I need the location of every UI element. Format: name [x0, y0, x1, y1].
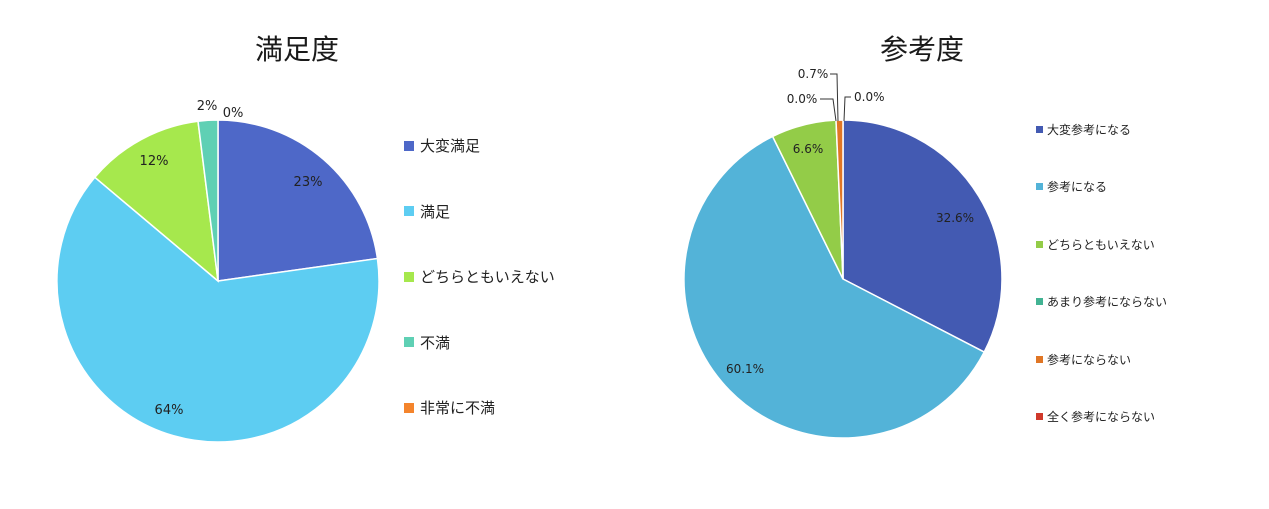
- data-label: 0.0%: [787, 92, 818, 106]
- chart-title: 参考度: [880, 33, 965, 66]
- data-label: 0.0%: [854, 90, 885, 104]
- pie-slice: [683, 135, 986, 439]
- legend-label: 大変満足: [420, 137, 481, 155]
- legend-item: 非常に不満: [404, 397, 495, 418]
- legend-swatch: [404, 402, 414, 413]
- legend-swatch: [1036, 298, 1043, 306]
- legend-item: 参考になる: [1036, 178, 1107, 195]
- legend-label: 満足: [420, 202, 451, 221]
- data-label: 6.6%: [793, 142, 824, 156]
- legend-swatch: [404, 337, 414, 347]
- pie-slice: [842, 119, 1003, 354]
- data-label: 0%: [223, 106, 244, 121]
- legend-label: どちらともいえない: [1047, 237, 1155, 252]
- legend-item: 満足: [404, 201, 450, 222]
- legend-item: どちらともいえない: [1036, 236, 1155, 253]
- legend-label: 全く参考にならない: [1047, 410, 1156, 424]
- legend-swatch: [404, 271, 414, 282]
- legend-item: 大変満足: [404, 135, 480, 156]
- legend-label: 大変参考になる: [1047, 123, 1132, 137]
- legend-swatch: [404, 140, 414, 151]
- legend-label: 参考にならない: [1047, 352, 1132, 367]
- legend-label: 参考になる: [1047, 180, 1108, 195]
- legend-item: 不満: [404, 332, 450, 353]
- satisfaction-chart: 満足度 23% 64% 12% 2% 0% 大変満足満足どちらともいえない 不満非常に不満: [56, 33, 555, 443]
- legend-swatch: [1036, 126, 1043, 133]
- pie-slice: [217, 119, 379, 282]
- data-label: 64%: [155, 403, 184, 418]
- legend-item: あまり参考にならない: [1036, 293, 1167, 310]
- pie-svg: 23% 64% 12% 2% 0%: [56, 99, 380, 443]
- legend-swatch: [1036, 355, 1043, 363]
- legend-item: 参考にならない: [1036, 351, 1131, 368]
- legend-swatch: [1036, 240, 1043, 248]
- pie-slice: [93, 120, 219, 283]
- chart-title: 満足度: [255, 33, 340, 66]
- legend-item: どちらともいえない: [404, 266, 555, 287]
- legend-label: あまり参考にならない: [1047, 295, 1168, 310]
- legend-label: どちらともいえない: [420, 268, 555, 286]
- legend-item: 大変参考になる: [1036, 121, 1131, 138]
- data-label: 2%: [197, 99, 218, 114]
- pie-slice: [56, 176, 380, 443]
- legend-swatch: [404, 206, 414, 216]
- legend-item: 全く参考にならない: [1036, 408, 1155, 425]
- leader-line: [843, 96, 851, 122]
- legend-swatch: [1036, 413, 1043, 420]
- leader-line: [820, 98, 837, 122]
- data-label: 32.6%: [936, 211, 974, 225]
- legend-label: 不満: [420, 333, 451, 352]
- data-label: 0.7%: [798, 67, 829, 81]
- data-label: 60.1%: [726, 362, 764, 376]
- legend-label: 非常に不満: [420, 399, 496, 417]
- leader-line: [830, 73, 839, 122]
- pie-svg: 32.6% 60.1% 6.6% 0.0% 0.7% 0.0%: [683, 67, 1003, 439]
- data-label: 12%: [140, 154, 169, 169]
- legend-swatch: [1036, 183, 1043, 191]
- pie-slice: [197, 119, 219, 282]
- data-label: 23%: [294, 175, 323, 190]
- reference-chart: 参考度 32.6% 60.1% 6.6% 0.0% 0.7% 0.0% 大変参考になる 参考…: [640, 0, 1269, 509]
